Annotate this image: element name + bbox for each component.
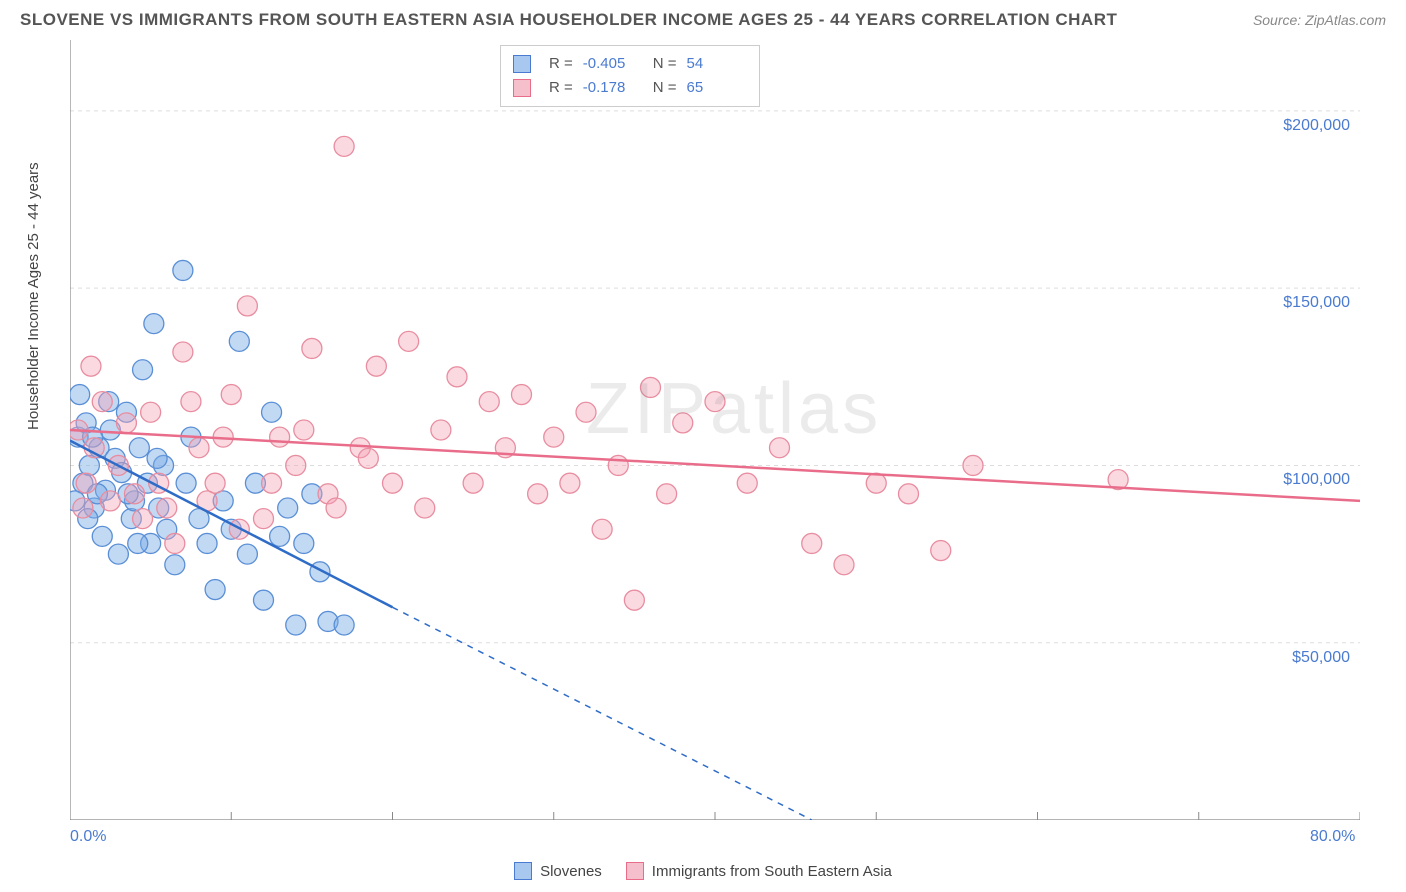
series-legend-label: Immigrants from South Eastern Asia (652, 863, 892, 880)
x-tick-label: 0.0% (70, 828, 106, 846)
r-label: R = (549, 76, 573, 100)
legend-swatch (513, 79, 531, 97)
series-legend-item: Immigrants from South Eastern Asia (626, 862, 892, 880)
legend-swatch (514, 862, 532, 880)
series-legend-label: Slovenes (540, 863, 602, 880)
r-value: -0.178 (583, 76, 643, 100)
y-tick-label: $100,000 (1283, 471, 1350, 489)
correlation-legend-row: R = -0.178 N = 65 (513, 76, 747, 100)
x-tick-label: 80.0% (1310, 828, 1355, 846)
chart-header: SLOVENE VS IMMIGRANTS FROM SOUTH EASTERN… (0, 0, 1406, 35)
legend-swatch (626, 862, 644, 880)
n-label: N = (653, 52, 677, 76)
chart-area: ZIPatlas R =-0.405N =54R =-0.178N =65 $5… (70, 40, 1360, 820)
chart-source: Source: ZipAtlas.com (1253, 12, 1386, 28)
n-value: 65 (687, 76, 747, 100)
legend-swatch (513, 55, 531, 73)
y-tick-label: $200,000 (1283, 117, 1350, 135)
correlation-legend-row: R = -0.405 N = 54 (513, 52, 747, 76)
n-value: 54 (687, 52, 747, 76)
scatter-plot (70, 40, 1360, 820)
y-axis-label: Householder Income Ages 25 - 44 years (25, 162, 42, 430)
series-legend-item: Slovenes (514, 862, 602, 880)
chart-title: SLOVENE VS IMMIGRANTS FROM SOUTH EASTERN… (20, 10, 1117, 30)
r-label: R = (549, 52, 573, 76)
r-value: -0.405 (583, 52, 643, 76)
y-tick-label: $50,000 (1292, 649, 1350, 667)
correlation-legend: R = -0.405 N = 54 R = -0.178 N = 65 (500, 45, 760, 107)
y-tick-label: $150,000 (1283, 294, 1350, 312)
n-label: N = (653, 76, 677, 100)
series-legend: Slovenes Immigrants from South Eastern As… (0, 862, 1406, 884)
